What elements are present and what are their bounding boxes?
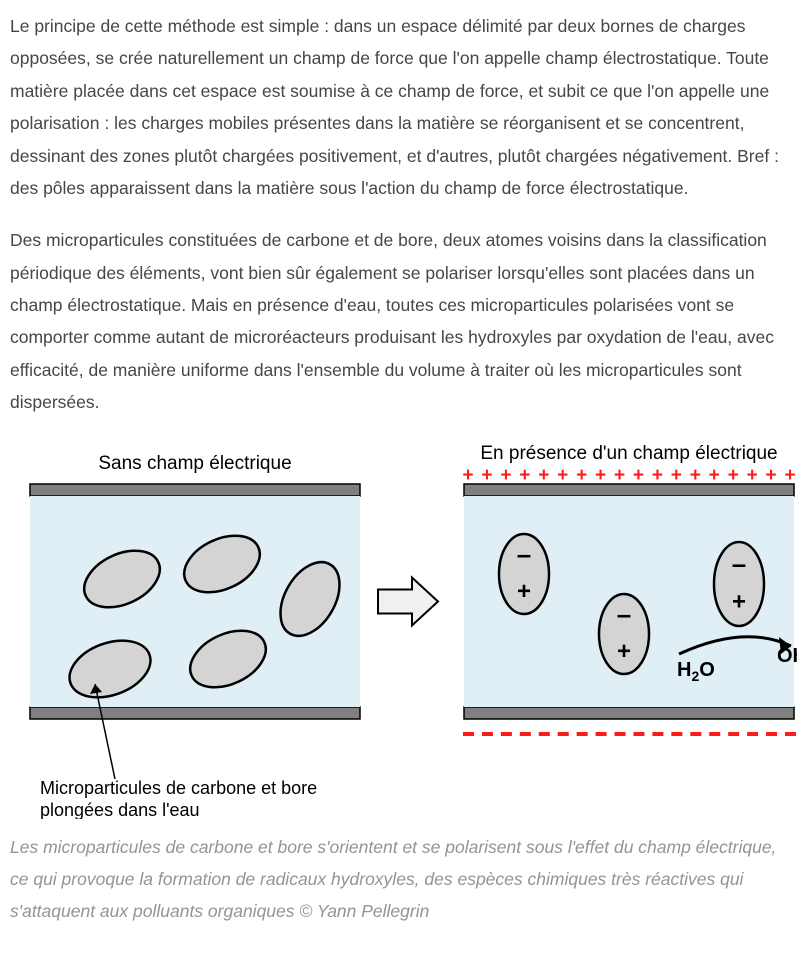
svg-text:+: + xyxy=(595,465,606,486)
figure-caption: Les microparticules de carbone et bore s… xyxy=(10,831,797,928)
svg-text:+: + xyxy=(614,465,625,486)
svg-text:+: + xyxy=(747,465,758,486)
svg-text:+: + xyxy=(481,465,492,486)
svg-text:+: + xyxy=(576,465,587,486)
svg-text:+: + xyxy=(517,577,531,604)
svg-text:+: + xyxy=(732,588,746,615)
svg-text:+: + xyxy=(617,637,631,664)
svg-text:+: + xyxy=(784,465,795,486)
paragraph-2: Des microparticules constituées de carbo… xyxy=(10,224,797,418)
svg-text:+: + xyxy=(519,465,530,486)
svg-text:+: + xyxy=(690,465,701,486)
svg-text:–: – xyxy=(517,539,531,569)
paragraph-1: Le principe de cette méthode est simple … xyxy=(10,10,797,204)
microparticle-diagram: Sans champ électrique Microparticules de … xyxy=(10,439,797,819)
svg-text:+: + xyxy=(709,465,720,486)
svg-text:–: – xyxy=(732,548,746,578)
svg-text:+: + xyxy=(671,465,682,486)
svg-text:+: + xyxy=(766,465,777,486)
svg-text:–: – xyxy=(617,599,631,629)
svg-text:+: + xyxy=(652,465,663,486)
svg-text:En présence d'un champ électri: En présence d'un champ électrique xyxy=(480,443,777,464)
svg-text:+: + xyxy=(728,465,739,486)
svg-text:Sans champ électrique: Sans champ électrique xyxy=(98,453,291,474)
svg-text:+: + xyxy=(500,465,511,486)
svg-text:plongées dans l'eau: plongées dans l'eau xyxy=(40,800,200,819)
diagram-figure: Sans champ électrique Microparticules de … xyxy=(10,439,797,819)
svg-text:+: + xyxy=(633,465,644,486)
svg-text:+: + xyxy=(462,465,473,486)
svg-text:+: + xyxy=(538,465,549,486)
svg-text:Microparticules de carbone et: Microparticules de carbone et bore xyxy=(40,778,317,798)
svg-text:+: + xyxy=(557,465,568,486)
